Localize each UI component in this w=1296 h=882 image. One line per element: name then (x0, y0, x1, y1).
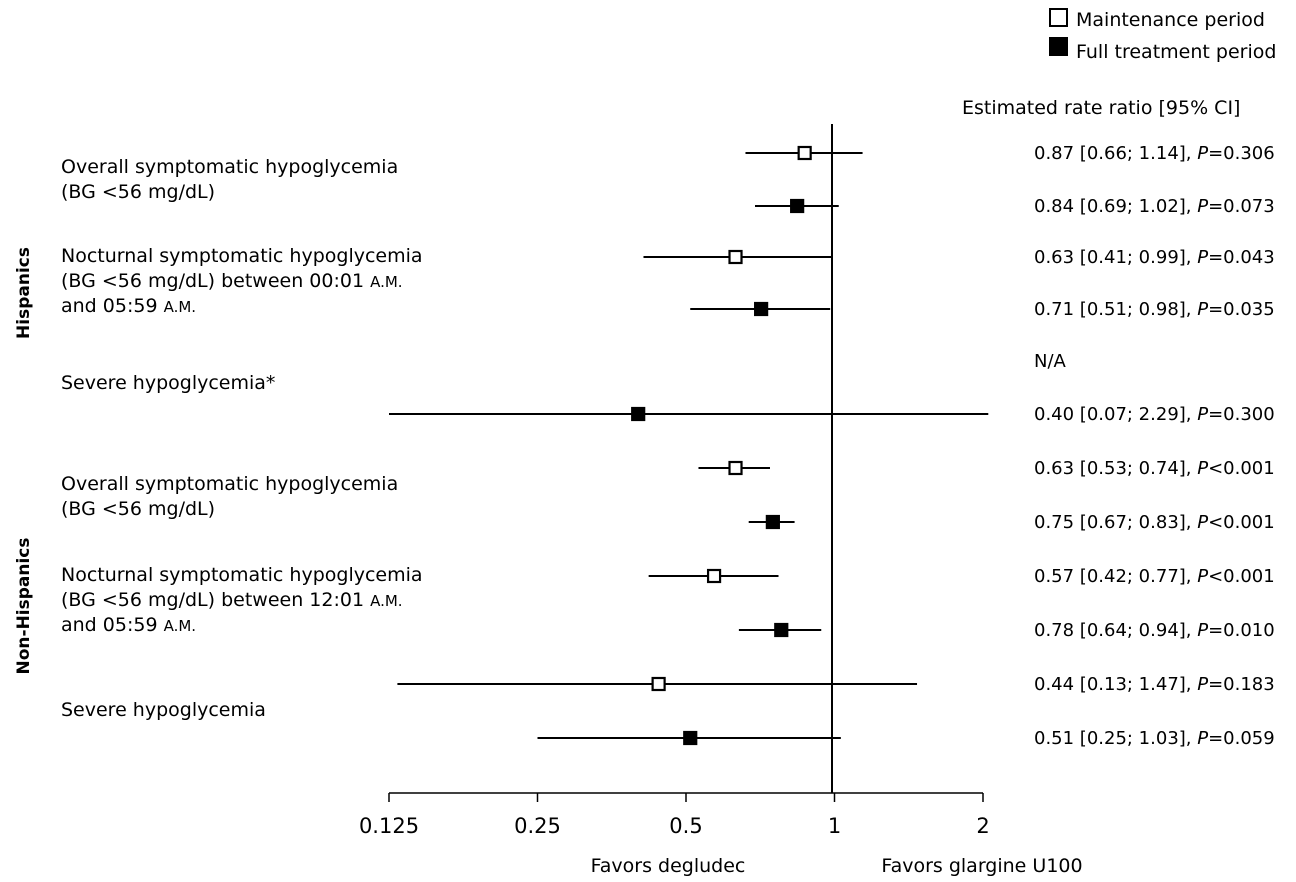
ci-value-text: 0.78 [0.64; 0.94], P=0.010 (1034, 620, 1275, 641)
x-tick-label: 1 (828, 814, 841, 838)
x-tick-label: 0.125 (359, 814, 419, 838)
point-estimate-full (754, 301, 769, 317)
ci-value-text: 0.57 [0.42; 0.77], P<0.001 (1034, 566, 1275, 587)
legend: Maintenance period Full treatment period (1049, 8, 1276, 63)
ci-value-text: 0.44 [0.13; 1.47], P=0.183 (1034, 674, 1275, 695)
outcome-label-line: Nocturnal symptomatic hypoglycemia (61, 245, 423, 267)
ci-value-text: 0.75 [0.67; 0.83], P<0.001 (1034, 512, 1275, 533)
point-estimate-full (765, 514, 780, 530)
group-label-hispanics: Hispanics (14, 247, 34, 339)
legend-maintenance-swatch (1049, 8, 1068, 27)
point-estimate-maintenance (728, 460, 743, 476)
favors-left-caption: Favors degludec (591, 855, 746, 877)
point-estimate-maintenance (651, 676, 666, 692)
group-label-non-hispanics: Non-Hispanics (14, 537, 34, 674)
outcome-label-line: (BG <56 mg/dL) (61, 498, 215, 520)
point-estimate-maintenance (706, 568, 722, 584)
x-tick-label: 0.25 (514, 814, 561, 838)
point-estimate-full (790, 198, 805, 214)
outcome-label-line: Overall symptomatic hypoglycemia (61, 156, 398, 178)
x-axis-ticks: 0.125 0.25 0.5 1 2 (359, 793, 990, 838)
point-estimate-full (774, 622, 789, 638)
ci-value-text: 0.51 [0.25; 1.03], P=0.059 (1034, 728, 1275, 749)
legend-full-label: Full treatment period (1076, 41, 1276, 63)
outcome-labels: Overall symptomatic hypoglycemia (BG <56 … (61, 156, 423, 721)
outcome-label-line: (BG <56 mg/dL) between 12:01 A.M. (61, 589, 403, 611)
point-estimate-maintenance (797, 145, 812, 161)
outcome-label-line: (BG <56 mg/dL) between 00:01 A.M. (61, 270, 403, 292)
outcome-label-line: (BG <56 mg/dL) (61, 181, 215, 203)
legend-full-swatch (1049, 37, 1068, 56)
legend-maintenance-label: Maintenance period (1076, 9, 1265, 31)
x-tick-label: 2 (976, 814, 989, 838)
ci-value-text: N/A (1034, 351, 1067, 372)
ci-value-text: 0.63 [0.53; 0.74], P<0.001 (1034, 458, 1275, 479)
ci-value-text: 0.71 [0.51; 0.98], P=0.035 (1034, 299, 1275, 320)
outcome-label-line: Overall symptomatic hypoglycemia (61, 473, 398, 495)
outcome-label-line: and 05:59 A.M. (61, 295, 196, 317)
point-estimate-full (631, 406, 646, 422)
outcome-label-line: Nocturnal symptomatic hypoglycemia (61, 564, 423, 586)
outcome-label-line: Severe hypoglycemia (61, 699, 266, 721)
x-tick-label: 0.5 (669, 814, 702, 838)
ci-value-text: 0.87 [0.66; 1.14], P=0.306 (1034, 143, 1275, 164)
ci-value-text: 0.63 [0.41; 0.99], P=0.043 (1034, 247, 1275, 268)
outcome-label-line: Severe hypoglycemia* (61, 372, 275, 394)
ci-column-header: Estimated rate ratio [95% CI] (962, 97, 1240, 119)
point-estimate-maintenance (728, 249, 743, 265)
favors-right-caption: Favors glargine U100 (881, 855, 1082, 877)
outcome-label-line: and 05:59 A.M. (61, 614, 196, 636)
forest-rows: 0.87 [0.66; 1.14], P=0.306 0.84 [0.69; 1.… (389, 143, 1275, 749)
ci-value-text: 0.84 [0.69; 1.02], P=0.073 (1034, 196, 1275, 217)
point-estimate-full (683, 730, 698, 746)
ci-value-text: 0.40 [0.07; 2.29], P=0.300 (1034, 404, 1275, 425)
